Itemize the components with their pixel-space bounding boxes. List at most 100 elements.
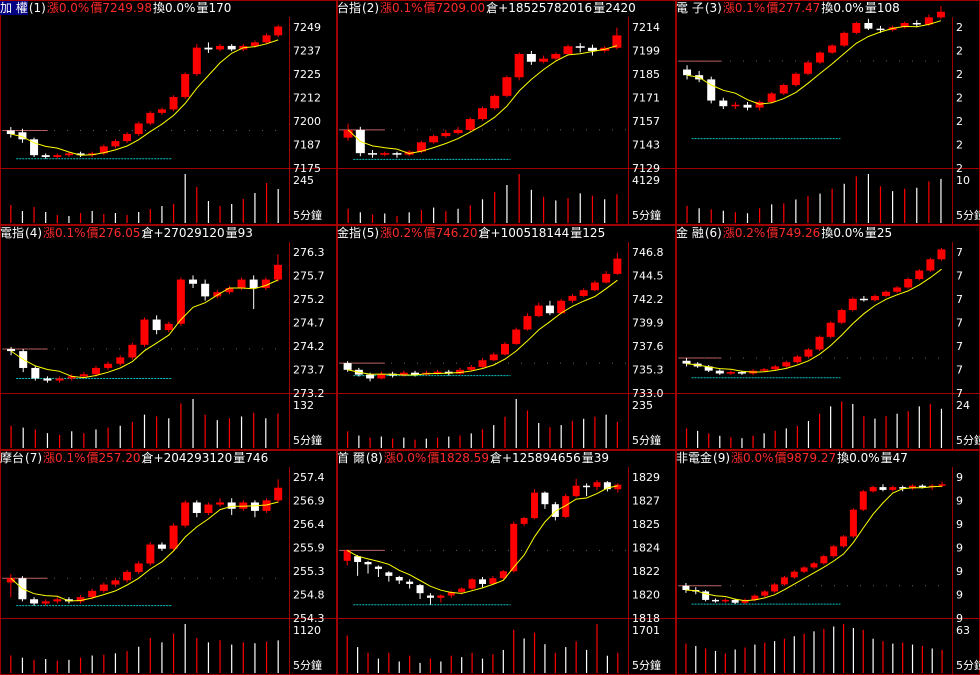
- candle-body: [715, 370, 724, 374]
- candle-body: [780, 577, 788, 585]
- y-tick-label: 1829: [632, 471, 660, 484]
- candle-body: [899, 487, 907, 489]
- candle-body: [760, 369, 769, 371]
- candle-body: [88, 590, 97, 598]
- price-label: 價277.47: [766, 1, 821, 15]
- candle-body: [123, 134, 132, 142]
- panel-header: 首 爾(8)漲0.0%價1828.59倉+125894656量39: [337, 450, 610, 467]
- y-tick-label: 9: [956, 589, 963, 602]
- extra-label: 倉+125894656: [489, 451, 581, 465]
- candle-body: [111, 141, 120, 147]
- y-tick-label: 274.7: [293, 317, 325, 330]
- candle-body: [458, 588, 466, 593]
- change-label: 漲0.1%: [43, 451, 86, 465]
- candle-body: [800, 567, 808, 572]
- candle-body: [912, 23, 921, 25]
- y-tick-label: 1824: [632, 542, 660, 555]
- candle-body: [456, 369, 465, 374]
- candle-body: [111, 580, 120, 585]
- candle-body: [189, 279, 198, 284]
- candle-body: [852, 23, 861, 33]
- candle-body: [116, 357, 125, 364]
- candle-body: [41, 601, 50, 604]
- interval-label: 5分鐘: [632, 208, 661, 222]
- candle-body: [721, 599, 729, 602]
- panel-9[interactable]: 9 9 9 9 9 9 9 63 5分鐘 非電金(9)漲0.0%價9879.27換0.0%量47: [676, 450, 980, 675]
- y-tick-label: 9: [956, 612, 963, 625]
- y-tick-label: 1820: [632, 589, 660, 602]
- extra-label: 換0.0%: [821, 226, 864, 240]
- panel-index: (1): [28, 1, 46, 15]
- panel-6[interactable]: 7 7 7 7 7 7 7 24 5分鐘金 融(6)漲0.2%價749.26換0.0%量25: [676, 225, 980, 450]
- panel-border: [0, 225, 337, 450]
- candle-body: [31, 367, 40, 379]
- moving-average-line: [347, 279, 618, 376]
- candle-body: [526, 53, 536, 62]
- change-label: 漲0.2%: [380, 226, 423, 240]
- candle-body: [343, 550, 351, 561]
- panel-7[interactable]: 257.4 256.9 256.4 255.9 255.3 254.8 254.3 1120 5…: [0, 450, 337, 675]
- volume-label: 量25: [864, 226, 893, 240]
- y-tick-label: 9: [956, 495, 963, 508]
- price-label: 價9879.27: [774, 451, 837, 465]
- candle-body: [790, 571, 798, 578]
- y-tick-label: 2: [956, 162, 963, 175]
- y-tick-label: 255.9: [293, 542, 325, 555]
- panel-header: 金指(5)漲0.2%價746.20倉+100518144量125: [337, 225, 606, 242]
- panel-border: [337, 450, 676, 675]
- extra-label: 倉+27029120: [141, 226, 225, 240]
- y-tick-label: 7: [956, 364, 963, 377]
- instrument-name: 加 權: [0, 1, 28, 15]
- candle-body: [882, 291, 891, 296]
- candle-body: [164, 323, 173, 331]
- candle-body: [468, 579, 476, 589]
- candle-body: [937, 249, 946, 260]
- candle-body: [465, 119, 475, 130]
- candle-body: [837, 310, 846, 323]
- panel-5[interactable]: 746.8 744.5 742.2 739.9 737.6 735.3 733.0 235 5分…: [337, 225, 676, 450]
- price-label: 價7249.98: [90, 1, 152, 15]
- change-label: 漲0.1%: [722, 1, 766, 15]
- candle-body: [830, 546, 838, 557]
- volume-max-label: 235: [632, 399, 653, 412]
- candle-body: [343, 129, 353, 138]
- y-tick-label: 7: [956, 246, 963, 259]
- panel-3[interactable]: 2 2 2 2 2 2 2 10 5分鐘電 子(3)漲0.1%價277.47換0.0%量108: [676, 0, 980, 225]
- candle-body: [840, 536, 848, 547]
- candle-body: [99, 146, 108, 154]
- candle-body: [128, 344, 137, 358]
- candle-body: [603, 482, 611, 490]
- instrument-name: 金指: [337, 226, 362, 240]
- extra-label: 倉+18525782016: [486, 1, 593, 15]
- panel-index: (2): [362, 1, 380, 15]
- candle-body: [848, 298, 857, 311]
- candle-body: [478, 360, 487, 367]
- panel-header: 非電金(9)漲0.0%價9879.27換0.0%量47: [676, 450, 909, 467]
- candle-body: [820, 556, 828, 564]
- candle-body: [134, 123, 143, 135]
- panel-8[interactable]: 1829 1827 1825 1824 1822 1820 1818 1701 5分鐘 首 爾(8…: [337, 450, 676, 675]
- volume-label: 量125: [570, 226, 606, 240]
- panel-1[interactable]: 7249 7237 7225 7212 7200 7187 7175 245 5分鐘 加 權(1)…: [0, 0, 337, 225]
- change-label: 漲0.2%: [722, 226, 766, 240]
- candle-body: [239, 502, 248, 509]
- y-tick-label: 9: [956, 518, 963, 531]
- y-tick-label: 256.4: [293, 518, 325, 531]
- candle-body: [395, 577, 403, 581]
- extra-label: 倉+204293120: [141, 451, 233, 465]
- y-tick-label: 2: [956, 139, 963, 152]
- moving-average-line: [10, 39, 279, 156]
- y-tick-label: 733.0: [632, 387, 664, 400]
- candle-body: [579, 290, 588, 296]
- candle-body: [274, 487, 283, 501]
- panel-4[interactable]: 276.3 275.7 275.2 274.7 274.2 273.7 273.2 132 5分…: [0, 225, 337, 450]
- panel-2[interactable]: 7214 7199 7185 7171 7157 7143 7129 4129 5分鐘 台指(2)…: [337, 0, 676, 225]
- candle-body: [227, 45, 236, 50]
- candle-body: [741, 599, 749, 603]
- y-tick-label: 735.3: [632, 364, 664, 377]
